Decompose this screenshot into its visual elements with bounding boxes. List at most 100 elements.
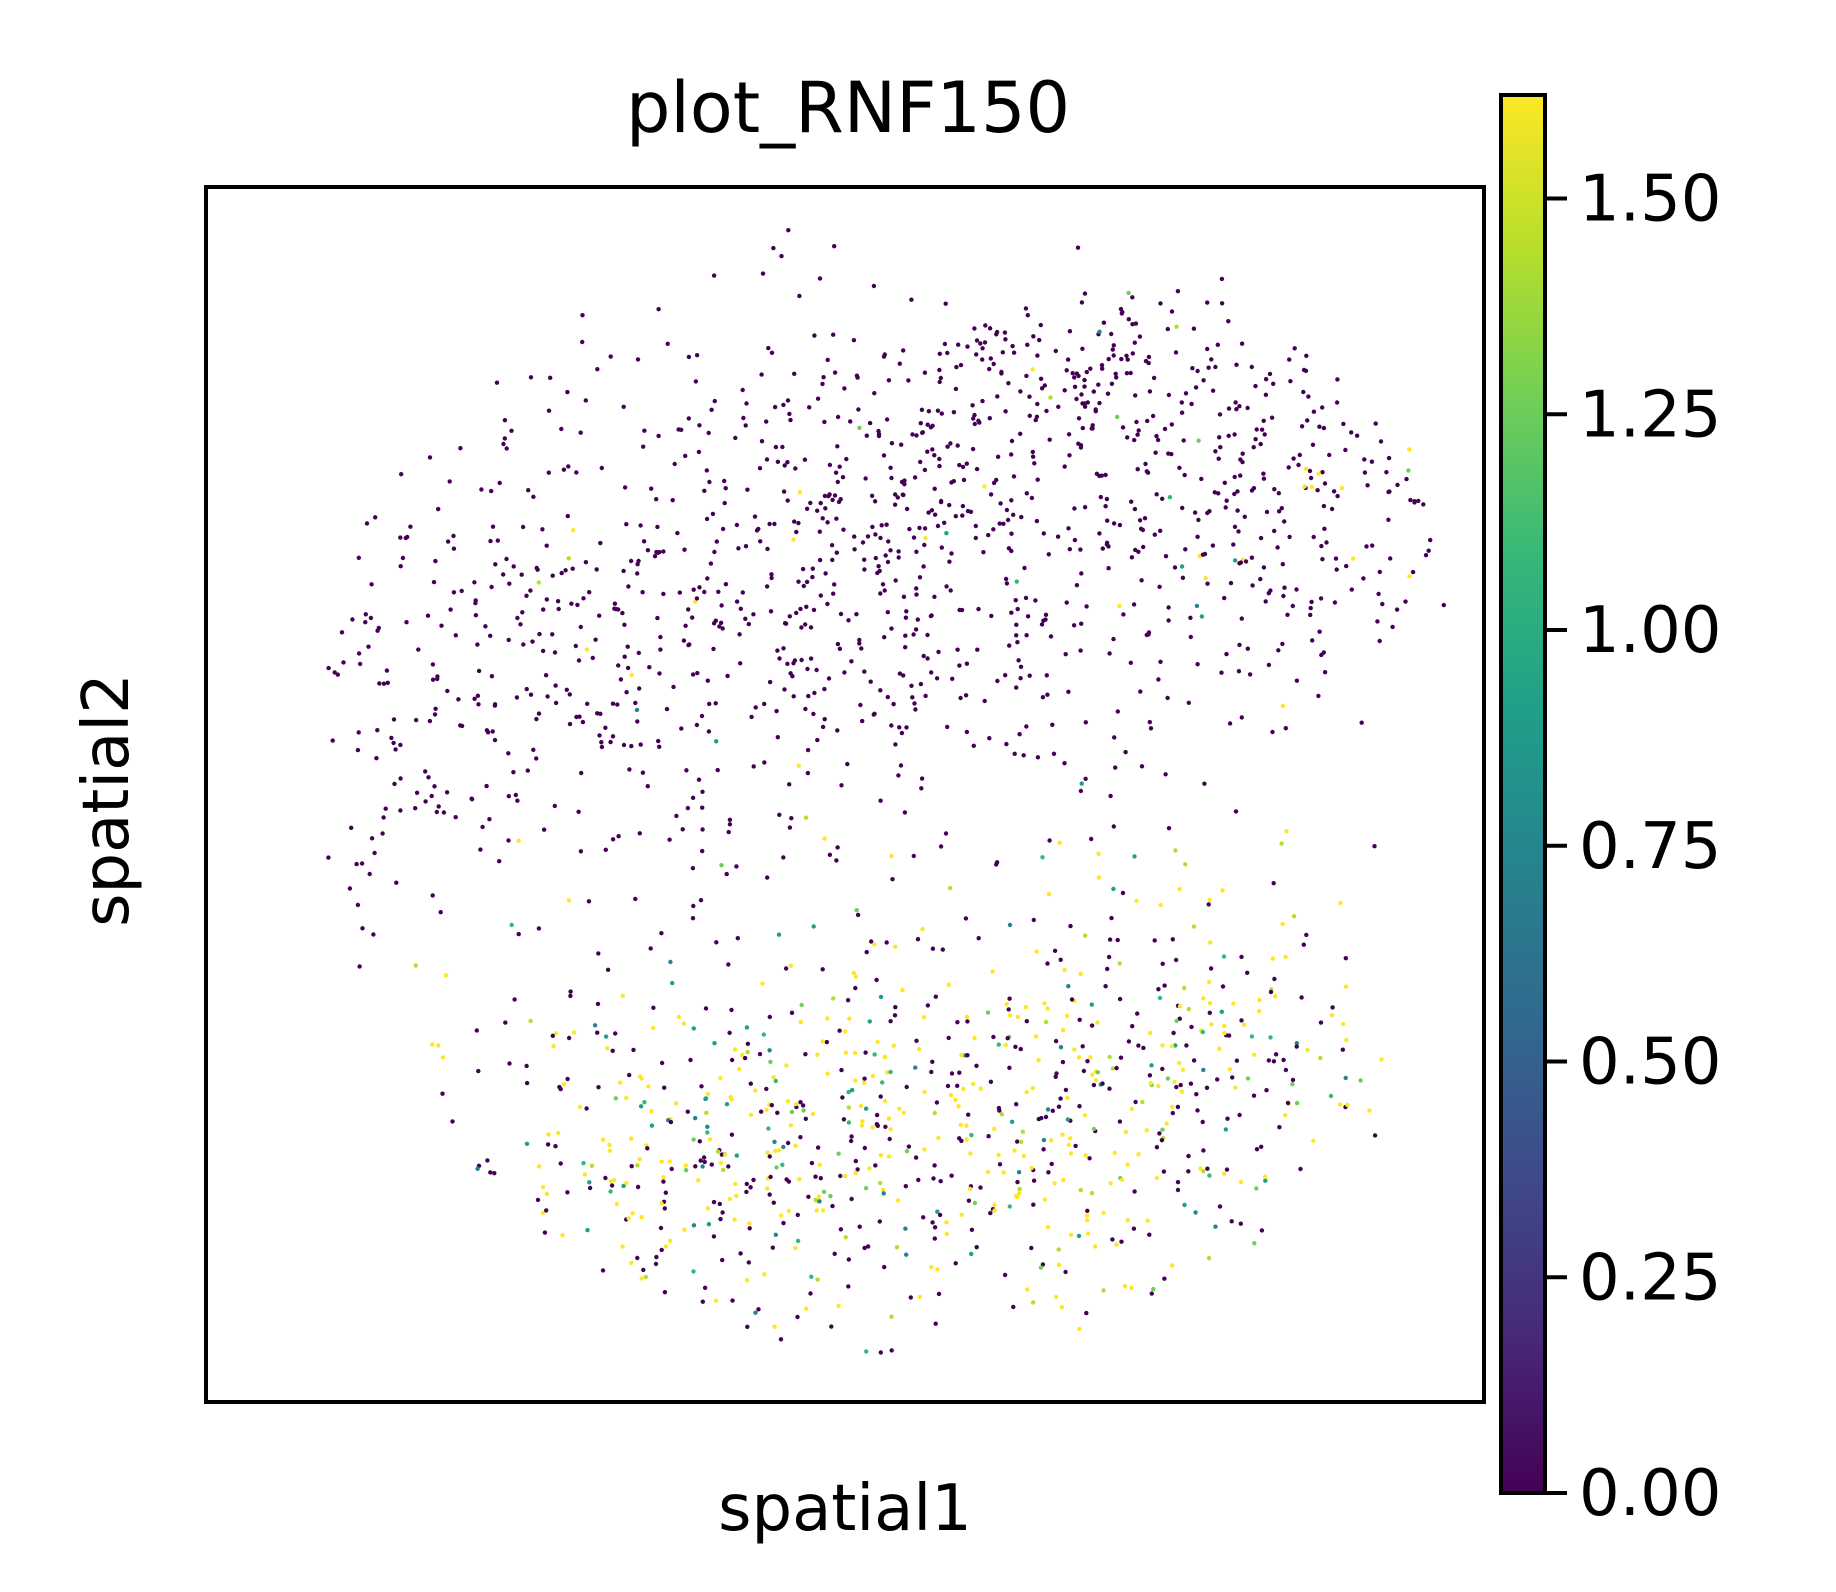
scatter-point	[1249, 364, 1255, 370]
scatter-point	[775, 735, 780, 740]
scatter-point	[1386, 455, 1392, 461]
scatter-point	[1394, 607, 1400, 612]
scatter-point	[1226, 319, 1231, 324]
scatter-point	[469, 796, 474, 801]
scatter-point	[1428, 537, 1433, 543]
scatter-point	[1082, 377, 1087, 383]
scatter-point	[1043, 617, 1048, 622]
scatter-point	[945, 444, 950, 449]
scatter-point	[939, 545, 944, 550]
scatter-point	[1207, 1010, 1213, 1015]
scatter-point	[624, 1095, 629, 1101]
scatter-point	[740, 590, 745, 595]
scatter-point	[773, 1232, 778, 1238]
scatter-point	[860, 540, 866, 545]
scatter-point	[398, 564, 403, 569]
scatter-point	[1242, 514, 1248, 519]
scatter-point	[884, 522, 889, 527]
scatter-point	[633, 896, 638, 902]
scatter-point	[958, 695, 963, 701]
scatter-point	[889, 723, 894, 728]
scatter-point	[1018, 664, 1024, 669]
scatter-point	[977, 420, 982, 425]
scatter-point	[653, 1261, 659, 1267]
scatter-point	[1270, 729, 1275, 735]
scatter-point	[694, 596, 700, 601]
scatter-point	[1107, 1086, 1112, 1091]
scatter-point	[1107, 937, 1113, 942]
scatter-point	[1130, 295, 1135, 300]
scatter-point	[811, 924, 816, 929]
scatter-point	[573, 643, 578, 649]
scatter-point	[840, 1095, 845, 1100]
scatter-point	[938, 1179, 943, 1184]
scatter-point	[1249, 1034, 1255, 1039]
scatter-point	[1169, 422, 1175, 427]
scatter-point	[1139, 578, 1144, 583]
scatter-point	[1358, 1078, 1363, 1083]
scatter-point	[788, 417, 793, 423]
scatter-point	[1089, 836, 1094, 842]
scatter-point	[1011, 1304, 1016, 1310]
scatter-point	[877, 1180, 883, 1186]
scatter-point	[541, 607, 546, 612]
scatter-point	[885, 610, 890, 615]
scatter-point	[1060, 1132, 1065, 1137]
scatter-point	[1118, 1055, 1124, 1060]
scatter-point	[1166, 605, 1171, 610]
scatter-point	[794, 610, 799, 616]
scatter-point	[778, 1337, 784, 1342]
scatter-point	[773, 1078, 778, 1084]
scatter-point	[896, 549, 901, 554]
scatter-point	[1114, 1065, 1119, 1071]
scatter-point	[1145, 470, 1151, 475]
scatter-point	[1068, 1136, 1073, 1141]
scatter-point	[1140, 1099, 1145, 1105]
scatter-point	[1046, 1170, 1051, 1175]
scatter-point	[843, 1174, 848, 1179]
scatter-point	[1100, 546, 1106, 551]
scatter-point	[1117, 996, 1123, 1002]
scatter-point	[904, 1149, 910, 1154]
scatter-point	[1132, 437, 1137, 443]
scatter-point	[654, 1254, 659, 1260]
scatter-point	[802, 457, 808, 462]
scatter-point	[702, 1285, 708, 1291]
scatter-point	[1170, 937, 1176, 942]
scatter-point	[777, 1148, 782, 1153]
scatter-point	[349, 825, 354, 830]
scatter-point	[1181, 438, 1186, 443]
scatter-point	[919, 786, 924, 791]
scatter-point	[536, 1164, 542, 1169]
scatter-point	[723, 582, 729, 587]
scatter-point	[961, 1086, 966, 1092]
scatter-point	[639, 1276, 644, 1281]
scatter-point	[1051, 751, 1057, 756]
scatter-point	[915, 617, 920, 622]
scatter-point	[561, 1082, 567, 1087]
scatter-point	[837, 464, 842, 469]
scatter-point	[1174, 1084, 1179, 1090]
scatter-point	[968, 1151, 973, 1156]
scatter-point	[1129, 1106, 1135, 1112]
scatter-point	[720, 1210, 725, 1215]
scatter-point	[1079, 781, 1084, 786]
scatter-point	[705, 678, 710, 683]
scatter-point	[711, 273, 717, 278]
scatter-point	[1172, 565, 1178, 570]
scatter-point	[738, 606, 743, 611]
scatter-point	[818, 500, 823, 506]
scatter-point	[1101, 1210, 1106, 1216]
scatter-point	[647, 665, 652, 670]
scatter-point	[862, 1145, 867, 1151]
scatter-point	[1055, 534, 1061, 539]
scatter-point	[1153, 450, 1158, 455]
scatter-point	[895, 1198, 901, 1203]
scatter-point	[1296, 462, 1301, 468]
scatter-point	[862, 567, 867, 572]
scatter-point	[882, 1264, 887, 1270]
scatter-point	[893, 742, 898, 747]
scatter-point	[937, 379, 942, 385]
scatter-point	[1048, 395, 1053, 400]
scatter-point	[1087, 1156, 1092, 1161]
